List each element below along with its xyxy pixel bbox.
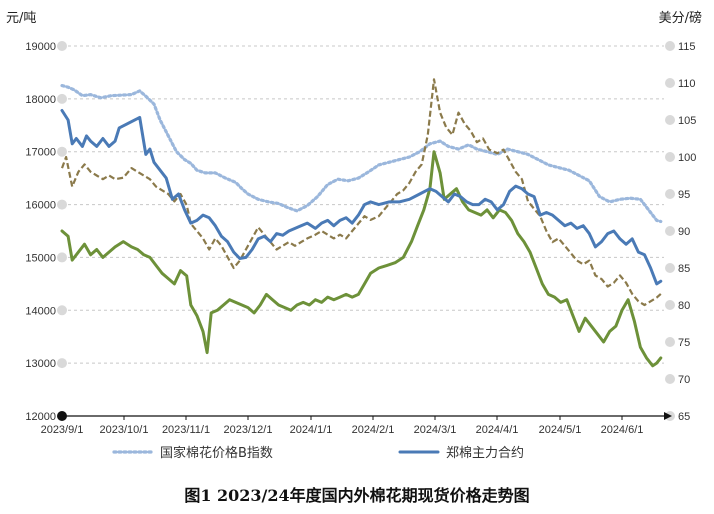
right-tick-label: 85 bbox=[678, 263, 690, 275]
x-tick-label: 2023/11/1 bbox=[162, 424, 210, 436]
right-axis-marker bbox=[665, 152, 675, 162]
right-tick-label: 75 bbox=[678, 337, 690, 349]
left-tick-label: 17000 bbox=[25, 147, 56, 159]
right-axis-marker bbox=[665, 78, 675, 88]
legend-label: 国家棉花价格B指数 bbox=[160, 445, 273, 461]
x-tick-label: 2023/12/1 bbox=[224, 424, 273, 436]
left-tick-label: 18000 bbox=[25, 94, 56, 106]
right-tick-label: 105 bbox=[678, 115, 696, 127]
x-tick-label: 2024/6/1 bbox=[601, 424, 644, 436]
series-line-0 bbox=[60, 84, 663, 224]
x-axis-arrow bbox=[664, 412, 672, 420]
left-tick-label: 12000 bbox=[25, 411, 56, 423]
x-tick-label: 2023/10/1 bbox=[100, 424, 149, 436]
left-axis-marker bbox=[57, 41, 67, 51]
right-tick-label: 100 bbox=[678, 152, 696, 164]
right-axis-marker bbox=[665, 337, 675, 347]
right-tick-label: 70 bbox=[678, 374, 690, 386]
left-axis-marker bbox=[57, 305, 67, 316]
series-lines bbox=[60, 78, 663, 368]
right-axis-unit: 美分/磅 bbox=[659, 10, 702, 26]
left-tick-label: 15000 bbox=[25, 252, 56, 264]
series-line-1 bbox=[60, 109, 663, 286]
right-axis-marker bbox=[665, 263, 675, 273]
right-axis-marker bbox=[665, 374, 675, 384]
left-tick-label: 13000 bbox=[25, 358, 56, 370]
left-axis-marker bbox=[57, 146, 67, 157]
right-axis-marker bbox=[665, 226, 675, 236]
right-tick-label: 65 bbox=[678, 411, 690, 423]
axes bbox=[57, 41, 675, 421]
legend-label: 郑棉主力合约 bbox=[446, 446, 524, 461]
series-line-3 bbox=[60, 150, 663, 368]
left-tick-label: 14000 bbox=[25, 305, 56, 317]
x-tick-label: 2024/2/1 bbox=[352, 424, 395, 436]
right-axis-marker bbox=[665, 300, 675, 310]
x-tick-label: 2023/9/1 bbox=[41, 424, 84, 436]
left-axis-marker bbox=[57, 199, 67, 210]
x-tick-label: 2024/1/1 bbox=[290, 424, 333, 436]
tick-labels: 12000 13000 14000 15000 16000 17000 18000 19000… bbox=[25, 41, 696, 436]
right-tick-label: 110 bbox=[678, 78, 696, 90]
left-axis-unit: 元/吨 bbox=[6, 11, 36, 26]
right-axis-marker bbox=[665, 41, 675, 51]
figure-caption: 图1 2023/24年度国内外棉花期现货价格走势图 bbox=[184, 486, 530, 505]
right-tick-label: 80 bbox=[678, 300, 690, 312]
right-axis-marker bbox=[665, 189, 675, 199]
x-tick-label: 2024/3/1 bbox=[414, 424, 457, 436]
right-axis-marker bbox=[665, 115, 675, 125]
left-axis-marker bbox=[57, 252, 67, 263]
right-tick-label: 115 bbox=[678, 41, 696, 53]
left-axis-marker bbox=[57, 358, 67, 369]
left-axis-marker bbox=[57, 93, 67, 104]
right-tick-label: 90 bbox=[678, 226, 690, 238]
left-tick-label: 16000 bbox=[25, 200, 56, 212]
right-tick-label: 95 bbox=[678, 189, 690, 201]
series-line-2 bbox=[60, 78, 662, 307]
x-tick-label: 2024/4/1 bbox=[476, 424, 519, 436]
left-tick-label: 19000 bbox=[25, 41, 56, 53]
legend: 国家棉花价格B指数 郑棉主力合约 bbox=[112, 445, 524, 461]
x-tick-label: 2024/5/1 bbox=[539, 424, 582, 436]
